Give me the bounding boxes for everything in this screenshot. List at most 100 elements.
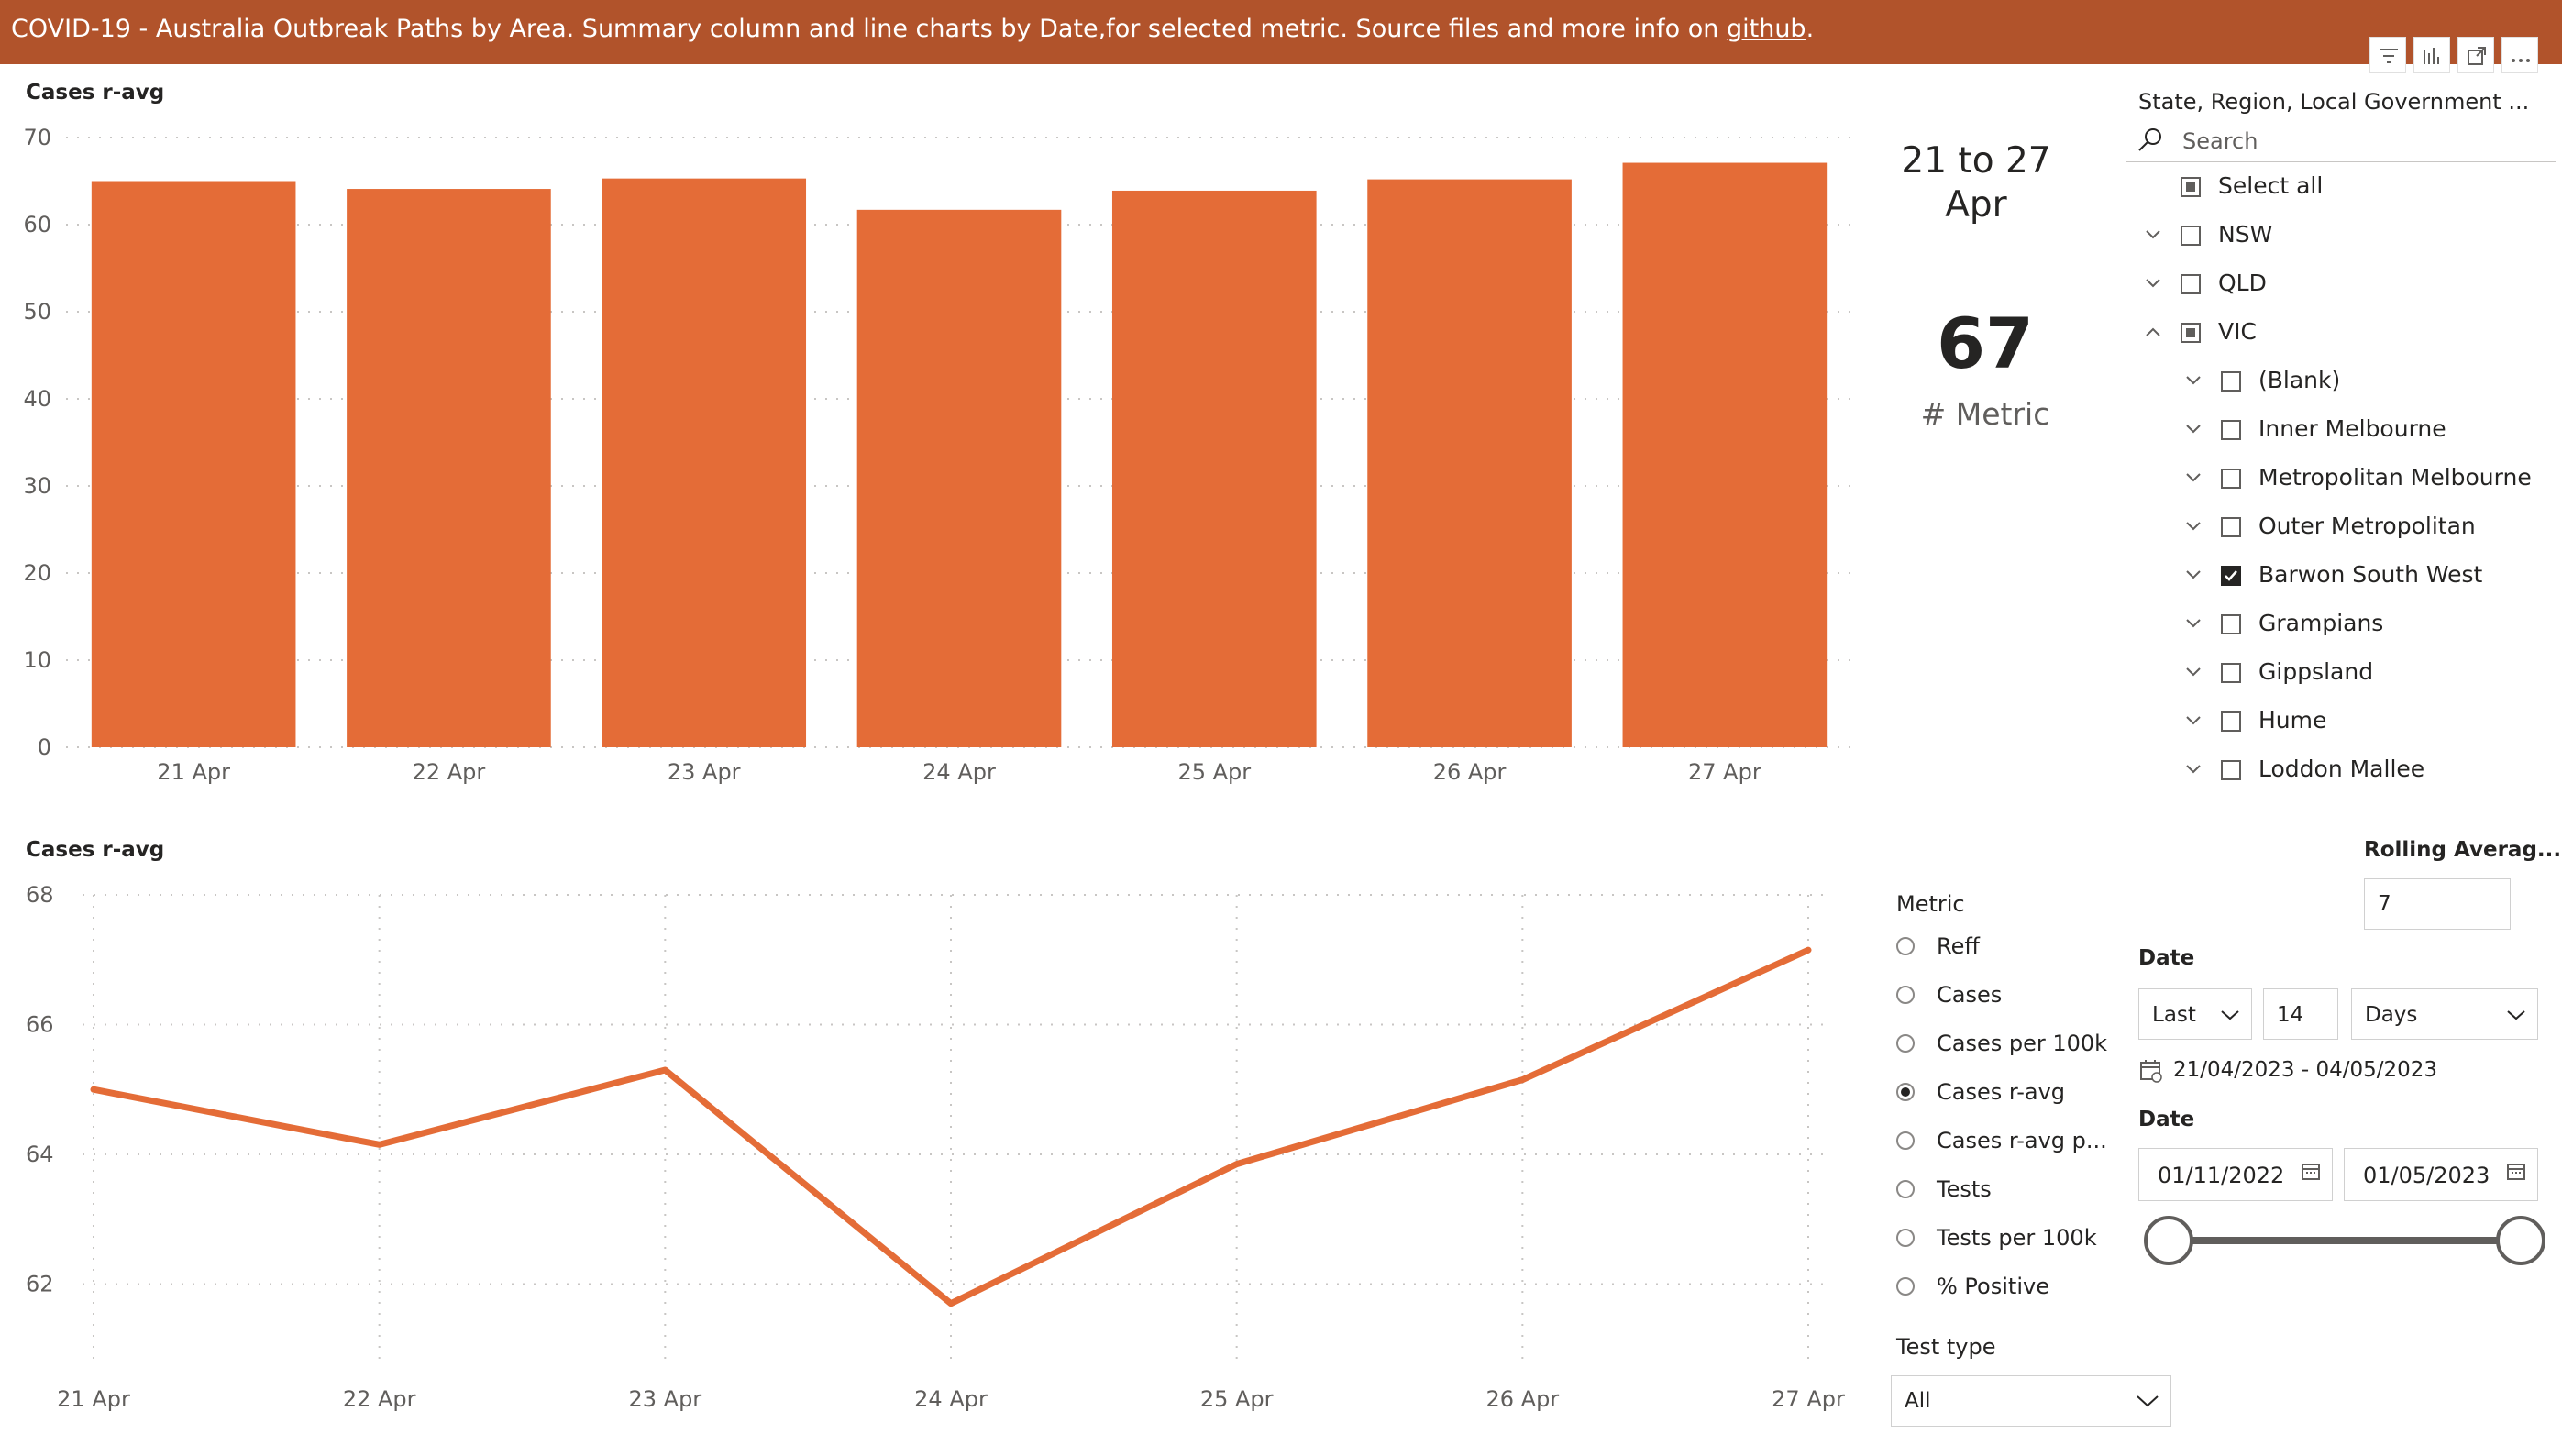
checkbox[interactable] xyxy=(2181,177,2201,197)
checkbox[interactable] xyxy=(2221,566,2241,586)
tree-item[interactable]: NSW xyxy=(2126,221,2556,271)
focus-mode-icon[interactable] xyxy=(2457,37,2494,73)
radio-button[interactable] xyxy=(1896,1131,1915,1150)
tree-item[interactable]: Hume xyxy=(2126,707,2556,757)
checkbox[interactable] xyxy=(2221,711,2241,732)
checkbox[interactable] xyxy=(2221,760,2241,780)
chevron-up-icon[interactable] xyxy=(2144,325,2162,338)
radio-button[interactable] xyxy=(1896,937,1915,955)
tree-item-label: VIC xyxy=(2218,318,2257,345)
radio-button[interactable] xyxy=(1896,1229,1915,1247)
chevron-down-icon[interactable] xyxy=(2184,763,2203,776)
radio-button[interactable] xyxy=(1896,1277,1915,1296)
checkbox[interactable] xyxy=(2221,517,2241,537)
chevron-down-icon[interactable] xyxy=(2184,374,2203,387)
column-bar[interactable] xyxy=(347,189,551,748)
calendar-icon[interactable] xyxy=(2506,1162,2526,1182)
chevron-down-icon[interactable] xyxy=(2184,520,2203,533)
test-type-dropdown[interactable]: All xyxy=(1891,1375,2171,1427)
rolling-average-input[interactable]: 7 xyxy=(2364,878,2511,930)
metric-option[interactable]: Reff xyxy=(1896,932,2116,968)
x-tick-label: 26 Apr xyxy=(1433,759,1507,785)
radio-button[interactable] xyxy=(1896,1083,1915,1101)
metric-option[interactable]: Tests xyxy=(1896,1175,2116,1211)
filter-icon[interactable] xyxy=(2369,37,2406,73)
chevron-down-icon[interactable] xyxy=(2144,277,2162,290)
y-tick-label: 62 xyxy=(26,1271,54,1296)
y-tick-label: 68 xyxy=(26,882,54,908)
radio-button[interactable] xyxy=(1896,1034,1915,1053)
metric-option-label: Cases r-avg xyxy=(1937,1079,2066,1105)
tree-item[interactable]: Grampians xyxy=(2126,610,2556,660)
area-search-box[interactable]: Search xyxy=(2126,127,2556,162)
calendar-icon[interactable] xyxy=(2301,1162,2321,1182)
column-bar[interactable] xyxy=(91,181,296,748)
checkbox[interactable] xyxy=(2221,371,2241,392)
rolling-average-value: 7 xyxy=(2378,892,2391,916)
relative-date-mode-dropdown[interactable]: Last xyxy=(2138,988,2252,1040)
date-slider-end-handle[interactable] xyxy=(2496,1216,2545,1265)
data-point[interactable] xyxy=(1519,1076,1526,1083)
checkbox[interactable] xyxy=(2221,469,2241,489)
visual-info-icon[interactable] xyxy=(2413,37,2450,73)
data-point[interactable] xyxy=(948,1300,954,1307)
checkbox[interactable] xyxy=(2221,614,2241,634)
github-link[interactable]: github xyxy=(1726,15,1806,43)
y-tick-label: 50 xyxy=(23,299,51,325)
checkbox[interactable] xyxy=(2181,323,2201,343)
metric-option[interactable]: Tests per 100k xyxy=(1896,1223,2116,1260)
data-point[interactable] xyxy=(376,1142,382,1148)
tree-item[interactable]: Outer Metropolitan xyxy=(2126,513,2556,563)
date-slider-start-handle[interactable] xyxy=(2144,1216,2193,1265)
metric-option[interactable]: Cases r-avg p... xyxy=(1896,1126,2116,1163)
column-bar[interactable] xyxy=(1367,179,1572,748)
more-options-icon[interactable] xyxy=(2501,37,2538,73)
date-slider-track[interactable] xyxy=(2170,1237,2522,1244)
x-tick-label: 27 Apr xyxy=(1772,1386,1845,1412)
checkbox[interactable] xyxy=(2181,274,2201,294)
metric-option[interactable]: Cases per 100k xyxy=(1896,1029,2116,1065)
area-search-placeholder: Search xyxy=(2182,128,2258,154)
date-start-input[interactable]: 01/11/2022 xyxy=(2138,1148,2333,1201)
column-bar[interactable] xyxy=(602,178,807,747)
chevron-down-icon[interactable] xyxy=(2184,666,2203,678)
tree-item[interactable]: VIC xyxy=(2126,318,2556,369)
metric-option[interactable]: Cases xyxy=(1896,980,2116,1017)
tree-item[interactable]: Gippsland xyxy=(2126,658,2556,709)
relative-date-unit-dropdown[interactable]: Days xyxy=(2351,988,2538,1040)
radio-button[interactable] xyxy=(1896,1180,1915,1198)
data-point[interactable] xyxy=(1806,947,1811,954)
chevron-down-icon[interactable] xyxy=(2184,471,2203,484)
tree-item[interactable]: Metropolitan Melbourne xyxy=(2126,464,2556,514)
column-bar[interactable] xyxy=(1111,190,1317,747)
column-bar[interactable] xyxy=(1622,162,1828,748)
tree-item[interactable]: (Blank) xyxy=(2126,367,2556,417)
tree-item-label: NSW xyxy=(2218,221,2273,248)
data-point[interactable] xyxy=(91,1086,96,1093)
date-end-input[interactable]: 01/05/2023 xyxy=(2344,1148,2538,1201)
tree-item[interactable]: QLD xyxy=(2126,270,2556,320)
metric-option[interactable]: % Positive xyxy=(1896,1272,2116,1308)
data-point[interactable] xyxy=(1233,1161,1240,1167)
report-title: COVID-19 - Australia Outbreak Paths by A… xyxy=(11,15,1814,43)
tree-item[interactable]: Inner Melbourne xyxy=(2126,415,2556,466)
tree-item[interactable]: Select all xyxy=(2126,172,2556,223)
checkbox[interactable] xyxy=(2221,420,2241,440)
chevron-down-icon[interactable] xyxy=(2184,423,2203,436)
chevron-down-icon[interactable] xyxy=(2144,228,2162,241)
chevron-down-icon[interactable] xyxy=(2184,568,2203,581)
tree-item[interactable]: Barwon South West xyxy=(2126,561,2556,612)
column-chart-title: Cases r-avg xyxy=(26,81,165,105)
relative-date-count-input[interactable]: 14 xyxy=(2263,988,2338,1040)
checkbox[interactable] xyxy=(2181,226,2201,246)
chevron-down-icon[interactable] xyxy=(2184,714,2203,727)
metric-option[interactable]: Cases r-avg xyxy=(1896,1077,2116,1114)
radio-button[interactable] xyxy=(1896,986,1915,1004)
column-bar[interactable] xyxy=(856,209,1062,748)
tree-item[interactable]: Loddon Mallee xyxy=(2126,756,2556,806)
checkbox[interactable] xyxy=(2221,663,2241,683)
x-tick-label: 25 Apr xyxy=(1200,1386,1274,1412)
data-point[interactable] xyxy=(662,1067,668,1074)
tree-item-label: Grampians xyxy=(2258,610,2384,636)
chevron-down-icon[interactable] xyxy=(2184,617,2203,630)
